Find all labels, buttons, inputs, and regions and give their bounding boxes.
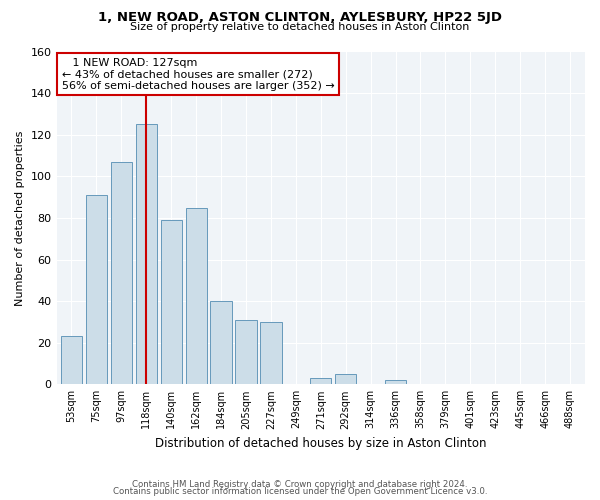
Text: Contains public sector information licensed under the Open Government Licence v3: Contains public sector information licen… [113,487,487,496]
Text: 1 NEW ROAD: 127sqm   
← 43% of detached houses are smaller (272)
56% of semi-det: 1 NEW ROAD: 127sqm ← 43% of detached hou… [62,58,334,91]
Text: 1, NEW ROAD, ASTON CLINTON, AYLESBURY, HP22 5JD: 1, NEW ROAD, ASTON CLINTON, AYLESBURY, H… [98,11,502,24]
Bar [185,208,207,384]
Bar [310,378,331,384]
Bar [235,320,257,384]
Bar [260,322,281,384]
Text: Contains HM Land Registry data © Crown copyright and database right 2024.: Contains HM Land Registry data © Crown c… [132,480,468,489]
X-axis label: Distribution of detached houses by size in Aston Clinton: Distribution of detached houses by size … [155,437,487,450]
Bar [161,220,182,384]
Bar [385,380,406,384]
Bar [86,195,107,384]
Bar [136,124,157,384]
Bar [335,374,356,384]
Bar [211,301,232,384]
Text: Size of property relative to detached houses in Aston Clinton: Size of property relative to detached ho… [130,22,470,32]
Bar [61,336,82,384]
Bar [111,162,132,384]
Y-axis label: Number of detached properties: Number of detached properties [15,130,25,306]
